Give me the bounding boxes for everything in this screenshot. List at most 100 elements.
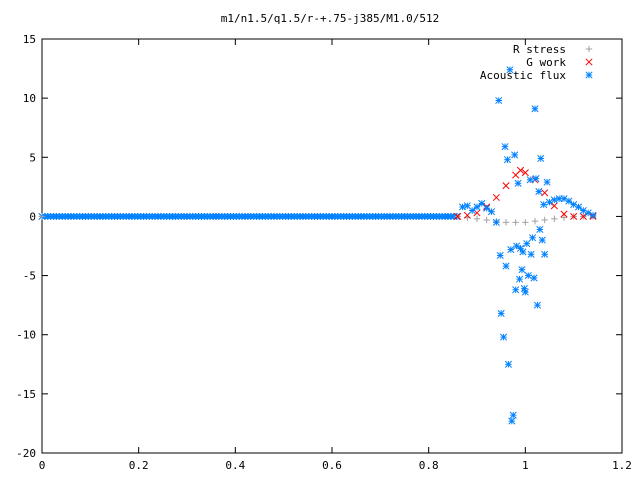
r-stress-point [473, 215, 481, 222]
y-tick-label: 0 [29, 210, 36, 223]
acoustic-flux-point [506, 66, 514, 74]
y-tick-label: -15 [16, 388, 36, 401]
acoustic-flux-point [473, 203, 481, 211]
marker-stroke [468, 206, 476, 215]
acoustic-flux-point [514, 179, 522, 187]
y-tick-label: -20 [16, 447, 36, 460]
marker-stroke [529, 234, 537, 242]
acoustic-flux-point [496, 251, 504, 260]
x-tick-label: 0.6 [322, 459, 342, 472]
r-stress-point [483, 216, 490, 224]
marker-stroke [511, 151, 519, 159]
acoustic-flux-point [536, 225, 544, 233]
marker-stroke [520, 285, 528, 293]
marker-stroke [521, 169, 529, 177]
g-work-point [550, 202, 558, 210]
legend-marker [585, 58, 593, 66]
acoustic-flux-point [541, 250, 549, 258]
acoustic-flux-point [543, 178, 551, 186]
marker-stroke [513, 242, 521, 250]
acoustic-flux-point [529, 234, 537, 242]
data-marks [38, 66, 597, 425]
marker-stroke [543, 178, 551, 186]
acoustic-flux-point [540, 201, 548, 209]
marker-stroke [507, 245, 515, 254]
x-tick-label: 0.4 [225, 459, 245, 472]
axis-ticks [41, 38, 623, 454]
acoustic-flux-point [565, 197, 573, 205]
marker-stroke [533, 301, 541, 309]
marker-stroke [519, 248, 527, 256]
acoustic-flux-point [574, 203, 583, 211]
marker-stroke [492, 218, 500, 226]
acoustic-flux-point [533, 301, 541, 309]
marker-stroke [473, 209, 481, 217]
marker-stroke [585, 71, 593, 79]
acoustic-flux-point [530, 274, 538, 282]
marker-stroke [532, 175, 540, 183]
acoustic-flux-point [538, 236, 546, 244]
acoustic-flux-point [502, 262, 510, 270]
marker-stroke [518, 266, 526, 274]
marker-stroke [478, 199, 486, 207]
marker-stroke [516, 166, 525, 174]
marker-stroke [541, 250, 549, 258]
acoustic-flux-point [511, 151, 519, 159]
acoustic-flux-point [501, 143, 509, 151]
y-tick-label: 5 [29, 151, 36, 164]
g-work-point [492, 193, 500, 202]
marker-stroke [550, 202, 558, 210]
g-work-point [516, 166, 525, 174]
acoustic-flux-point [524, 272, 532, 280]
acoustic-flux-point [458, 203, 467, 211]
g-work-point [502, 182, 510, 190]
marker-stroke [550, 196, 558, 204]
acoustic-flux-point [504, 360, 512, 368]
r-stress-point [531, 217, 539, 225]
r-stress-point [560, 214, 568, 221]
acoustic-flux-point [531, 105, 539, 113]
marker-stroke [565, 197, 573, 205]
acoustic-flux-point [483, 204, 491, 212]
acoustic-flux-point [507, 245, 515, 254]
g-work-point [579, 212, 587, 220]
g-work-point [521, 169, 529, 177]
acoustic-flux-point [508, 417, 516, 425]
marker-stroke [570, 212, 578, 220]
acoustic-flux-point [503, 156, 512, 164]
marker-stroke [515, 275, 524, 283]
g-work-point [541, 189, 549, 197]
g-work-point [570, 212, 578, 220]
x-tick-label: 1.2 [612, 459, 632, 472]
r-stress-point [541, 216, 548, 224]
acoustic-flux-point [512, 286, 520, 294]
marker-stroke [584, 209, 592, 217]
acoustic-flux-point [497, 309, 505, 317]
acoustic-flux-point [519, 248, 527, 256]
marker-stroke [521, 288, 529, 296]
y-tick-label: 15 [23, 33, 36, 46]
marker-stroke [473, 203, 481, 211]
marker-stroke [495, 96, 503, 105]
marker-stroke [503, 156, 512, 164]
plot-frame [41, 38, 623, 454]
x-tick-label: 0.2 [129, 459, 149, 472]
marker-stroke [497, 309, 505, 317]
r-stress-point [512, 219, 519, 226]
marker-stroke [502, 182, 510, 190]
acoustic-flux-point [500, 333, 508, 341]
marker-stroke [524, 272, 532, 280]
legend-label: Acoustic flux [480, 69, 566, 82]
marker-stroke [560, 210, 568, 218]
legend-marker [585, 45, 593, 53]
legend-label: R stress [513, 43, 566, 56]
r-stress-point [502, 219, 510, 226]
marker-stroke [458, 203, 467, 211]
acoustic-flux-point [515, 275, 524, 283]
r-stress-point [522, 219, 529, 226]
marker-stroke [589, 211, 597, 219]
y-tick-label: -5 [23, 270, 36, 283]
acoustic-flux-point [532, 175, 540, 183]
marker-stroke [496, 251, 504, 260]
